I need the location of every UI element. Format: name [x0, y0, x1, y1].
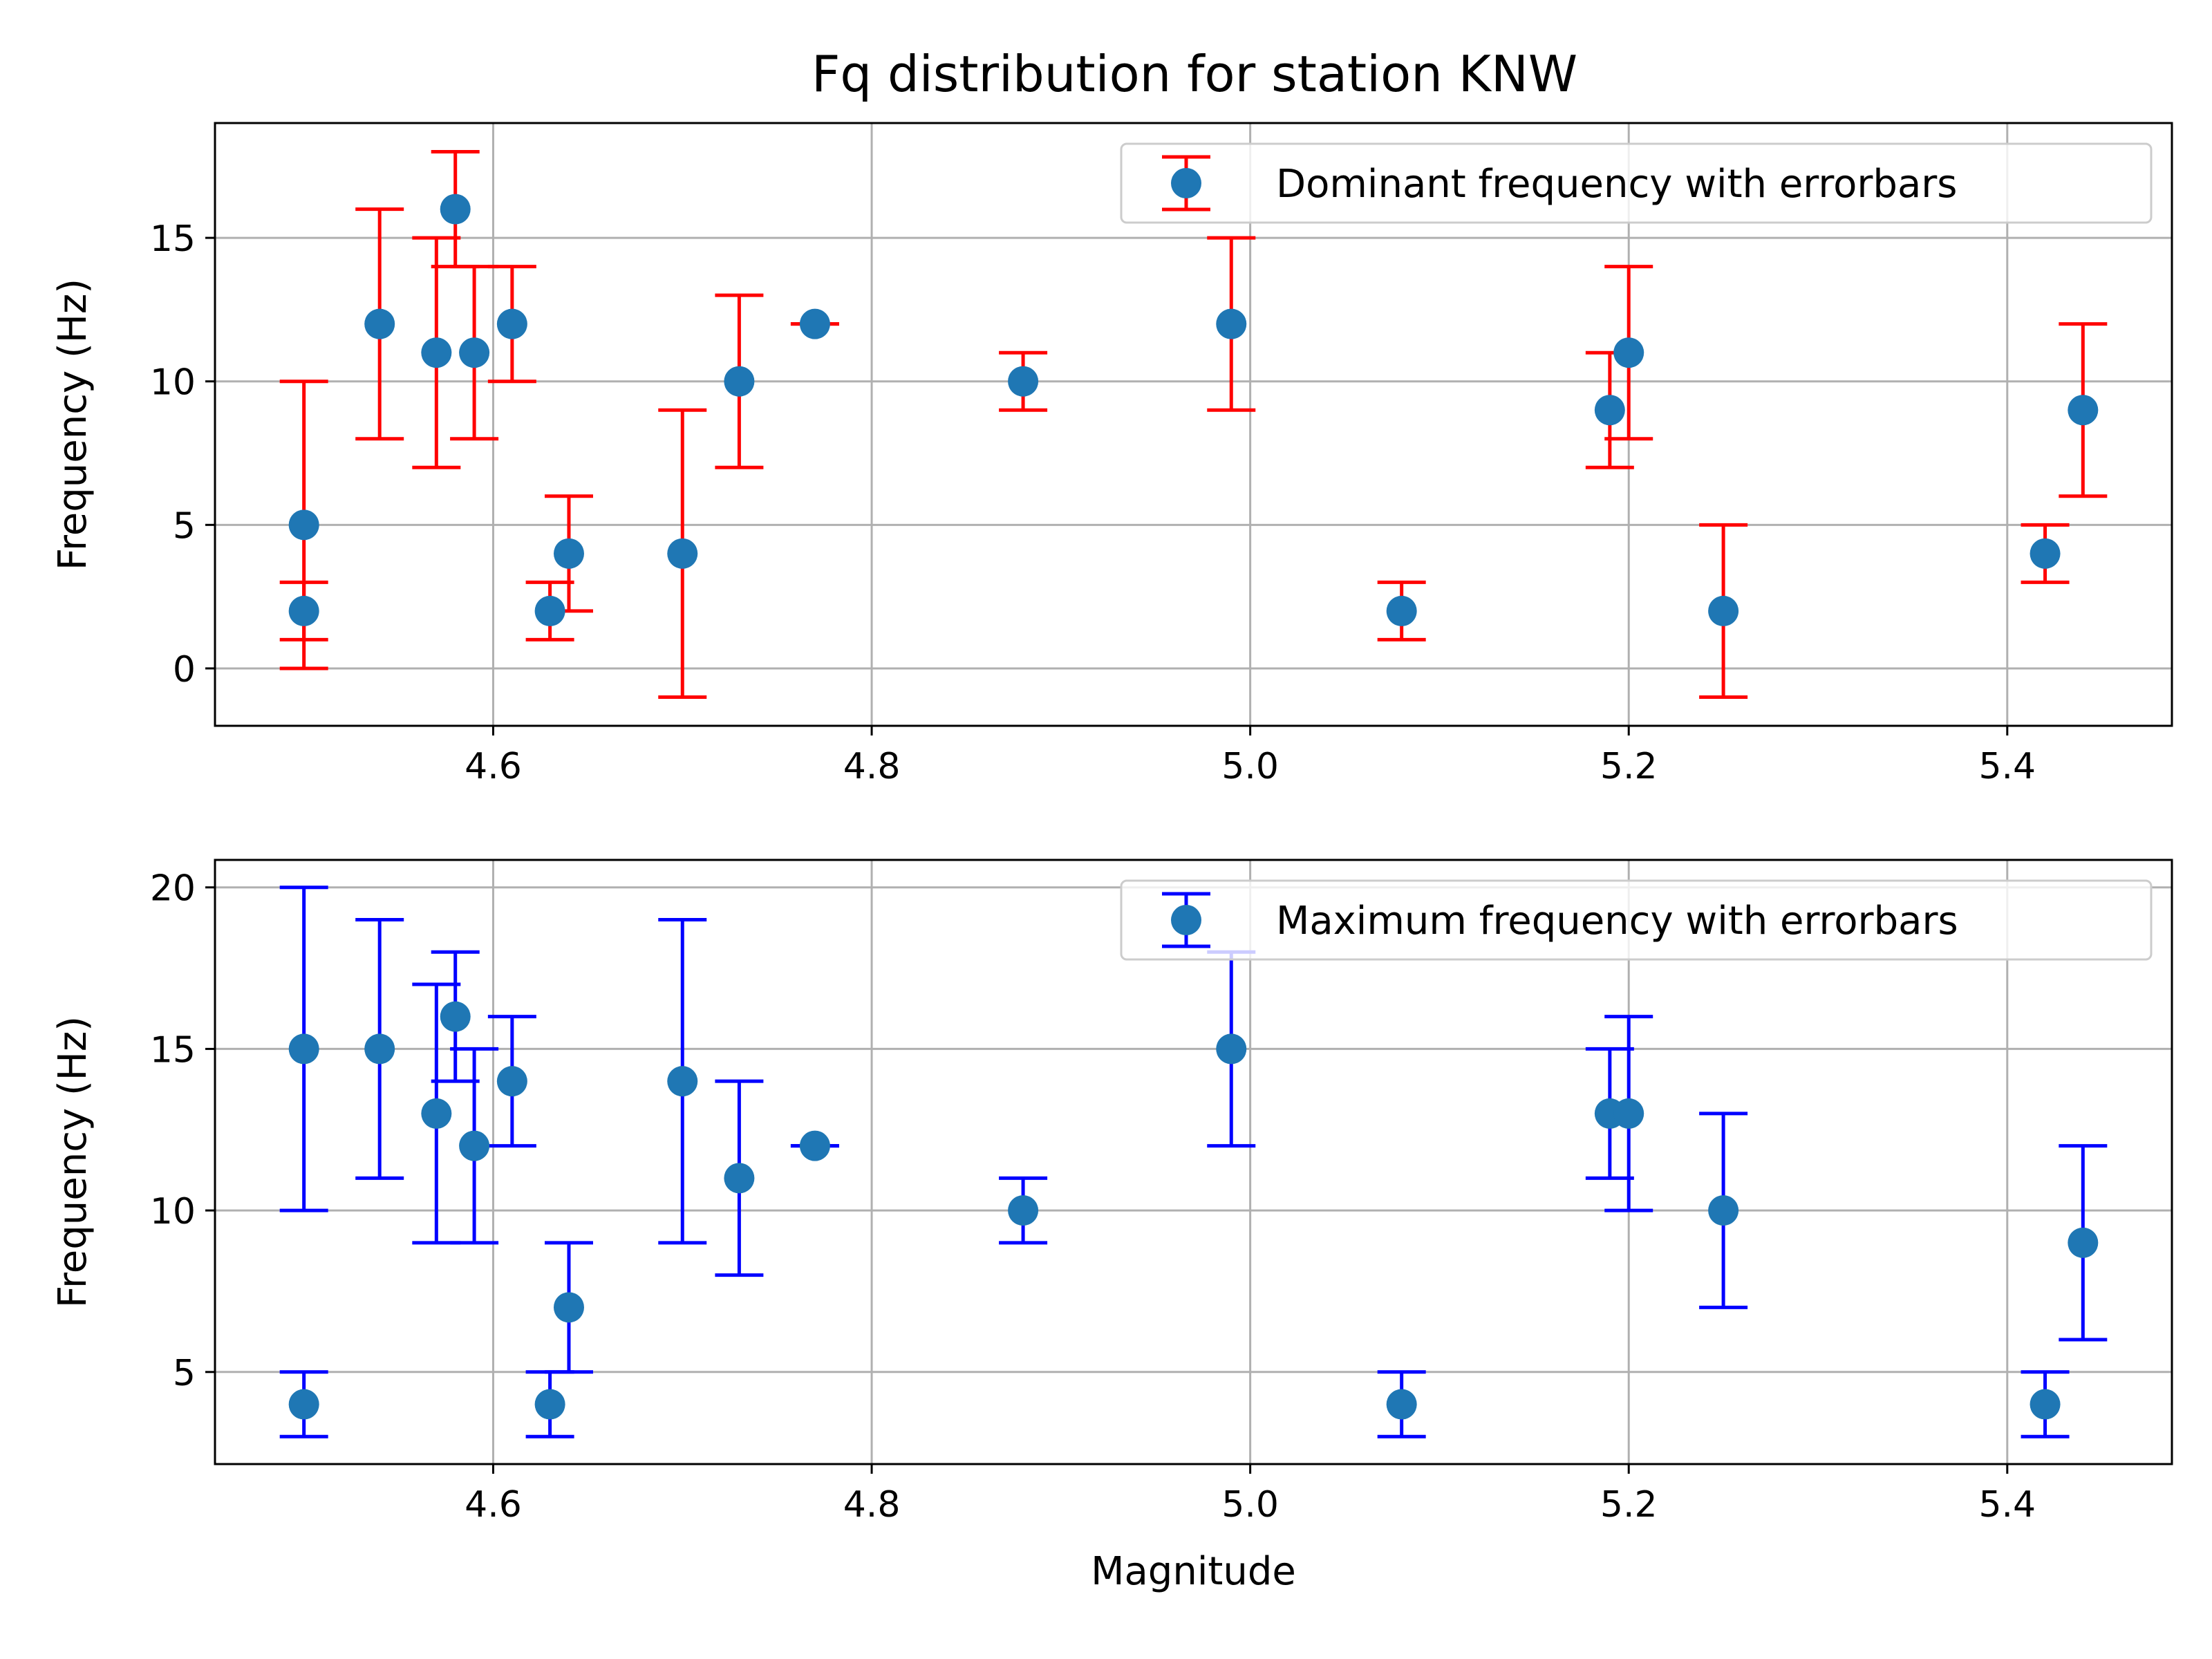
legend-label: Maximum frequency with errorbars [1276, 899, 1958, 944]
x-tick-label: 4.8 [843, 746, 901, 787]
data-point [288, 1033, 319, 1065]
data-point [440, 1001, 471, 1032]
data-point [288, 1389, 319, 1420]
data-point [2068, 1227, 2099, 1258]
legend: Maximum frequency with errorbars [1120, 879, 2153, 961]
data-point [1216, 1033, 1247, 1065]
x-tick-label: 5.2 [1600, 746, 1658, 787]
data-point [667, 1066, 698, 1097]
legend-box [1120, 879, 2153, 961]
x-axis-label: Magnitude [1091, 1549, 1296, 1594]
legend-marker [1171, 168, 1201, 198]
y-tick-label: 20 [150, 868, 196, 910]
data-point [496, 1066, 527, 1097]
x-tick-label: 5.4 [1978, 1484, 2036, 1526]
data-point [799, 308, 830, 339]
data-point [534, 1389, 565, 1420]
data-point [2068, 395, 2099, 426]
data-point [1708, 595, 1739, 626]
data-point [1008, 366, 1039, 397]
data-point [667, 538, 698, 569]
legend-marker [1171, 905, 1201, 935]
data-point [496, 308, 527, 339]
maximum-frequency-panel: 4.6 4.8 5.0 5.2 5.4 5 10 15 20 Frequency (Hz) Magn… [50, 859, 2173, 1594]
y-axis-label: Frequency (Hz) [50, 1016, 95, 1308]
data-point [421, 1098, 452, 1129]
y-tick-label: 5 [173, 1353, 196, 1394]
data-point [288, 595, 319, 626]
data-point [288, 509, 319, 541]
data-point [459, 1130, 490, 1161]
y-tick-label: 10 [150, 362, 196, 404]
x-tick-label: 4.6 [465, 746, 522, 787]
data-point [1386, 1389, 1417, 1420]
x-tick-label: 4.6 [465, 1484, 522, 1526]
x-tick-label: 5.2 [1600, 1484, 1658, 1526]
data-point [1386, 595, 1417, 626]
y-axis-label: Frequency (Hz) [50, 279, 95, 570]
data-point [440, 194, 471, 225]
legend-box [1120, 142, 2153, 224]
plot-frame [214, 122, 2173, 727]
data-point [799, 1130, 830, 1161]
y-tick-label: 5 [173, 505, 196, 547]
data-point [1594, 395, 1625, 426]
data-point [2030, 1389, 2061, 1420]
data-point [553, 538, 584, 569]
data-point [724, 1163, 755, 1194]
data-point [1613, 1098, 1644, 1129]
x-tick-label: 5.0 [1221, 746, 1279, 787]
dominant-frequency-panel: 4.6 4.8 5.0 5.2 5.4 0 5 10 15 Frequency (Hz) Domin… [50, 122, 2173, 787]
data-point [1216, 308, 1247, 339]
y-tick-label: 10 [150, 1191, 196, 1232]
figure-title: Fq distribution for station KNW [812, 45, 1577, 103]
data-point [459, 337, 490, 368]
x-tick-label: 5.4 [1978, 746, 2036, 787]
x-tick-label: 4.8 [843, 1484, 901, 1526]
x-tick-label: 5.0 [1221, 1484, 1279, 1526]
data-point [2030, 538, 2061, 569]
data-point [1008, 1195, 1039, 1226]
y-tick-label: 15 [150, 218, 196, 260]
legend: Dominant frequency with errorbars [1120, 142, 2153, 224]
plot-frame [214, 859, 2173, 1465]
y-tick-label: 0 [173, 649, 196, 691]
data-point [364, 1033, 395, 1065]
y-tick-label: 15 [150, 1029, 196, 1071]
data-point [534, 595, 565, 626]
data-point [1613, 337, 1644, 368]
data-point [1708, 1195, 1739, 1226]
data-point [724, 366, 755, 397]
legend-label: Dominant frequency with errorbars [1276, 162, 1957, 207]
data-point [364, 308, 395, 339]
data-point [553, 1292, 584, 1323]
data-point [421, 337, 452, 368]
